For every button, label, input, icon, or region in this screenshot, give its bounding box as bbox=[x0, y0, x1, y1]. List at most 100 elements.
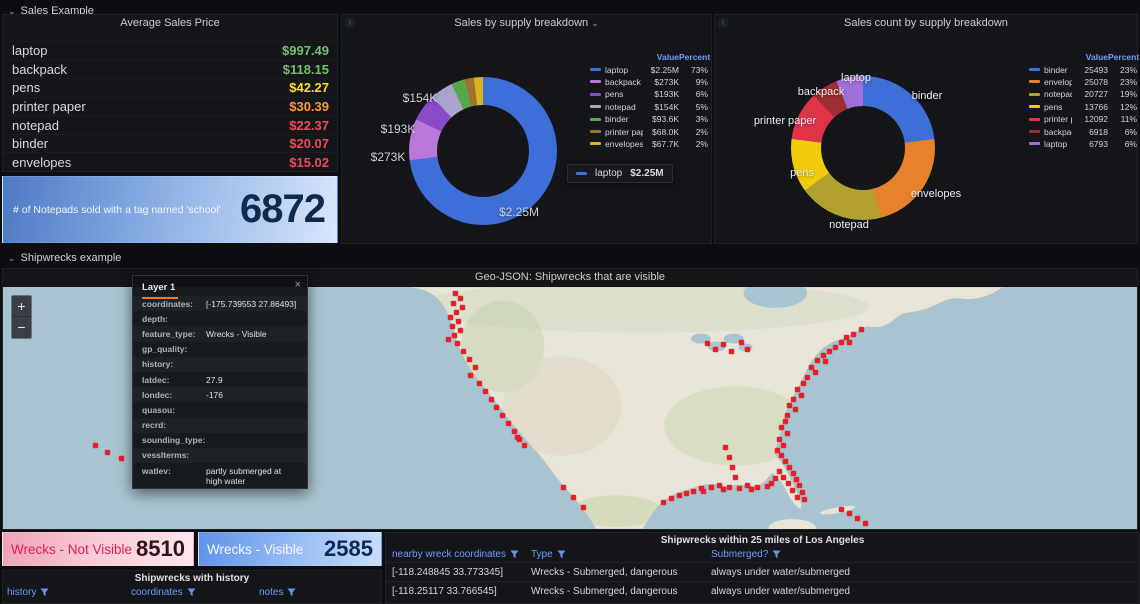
shipwreck-marker[interactable] bbox=[838, 506, 844, 512]
shipwreck-marker[interactable] bbox=[472, 364, 478, 370]
shipwreck-marker[interactable] bbox=[660, 499, 666, 505]
shipwreck-marker[interactable] bbox=[493, 404, 499, 410]
shipwreck-marker[interactable] bbox=[764, 483, 770, 489]
legend-row[interactable]: laptop 6793 6% bbox=[1029, 138, 1137, 150]
shipwreck-marker[interactable] bbox=[505, 420, 511, 426]
shipwreck-marker[interactable] bbox=[712, 346, 718, 352]
filter-icon[interactable] bbox=[187, 588, 196, 597]
legend-series-name[interactable]: pens bbox=[1029, 102, 1072, 112]
shipwreck-marker[interactable] bbox=[804, 374, 810, 380]
shipwreck-marker[interactable] bbox=[728, 348, 734, 354]
legend-series-name[interactable]: laptop bbox=[590, 65, 643, 75]
close-icon[interactable]: × bbox=[294, 279, 301, 291]
shipwreck-marker[interactable] bbox=[776, 468, 782, 474]
shipwreck-marker[interactable] bbox=[793, 476, 799, 482]
shipwreck-marker[interactable] bbox=[838, 339, 844, 345]
legend-row[interactable]: notepad $154K 5% bbox=[590, 101, 708, 113]
panel-title[interactable]: Sales by supply breakdown ⌄ bbox=[342, 15, 711, 32]
shipwreck-marker[interactable] bbox=[722, 444, 728, 450]
shipwreck-marker[interactable] bbox=[467, 372, 473, 378]
legend-row[interactable]: envelopes $67.7K 2% bbox=[590, 138, 708, 150]
shipwreck-marker[interactable] bbox=[744, 346, 750, 352]
shipwreck-marker[interactable] bbox=[850, 331, 856, 337]
shipwreck-marker[interactable] bbox=[754, 484, 760, 490]
shipwreck-marker[interactable] bbox=[782, 418, 788, 424]
shipwreck-marker[interactable] bbox=[814, 357, 820, 363]
filter-icon[interactable] bbox=[510, 550, 519, 559]
legend-series-name[interactable]: printer paper bbox=[1029, 114, 1072, 124]
row-header-shipwrecks[interactable]: ⌄ Shipwrecks example bbox=[8, 252, 121, 264]
shipwreck-marker[interactable] bbox=[726, 454, 732, 460]
shipwreck-marker[interactable] bbox=[482, 388, 488, 394]
shipwreck-marker[interactable] bbox=[466, 356, 472, 362]
shipwreck-marker[interactable] bbox=[858, 326, 864, 332]
panel-title[interactable]: Sales count by supply breakdown bbox=[715, 15, 1137, 32]
column-header[interactable]: notes bbox=[259, 587, 377, 598]
shipwreck-marker[interactable] bbox=[782, 458, 788, 464]
shipwreck-marker[interactable] bbox=[698, 485, 704, 491]
shipwreck-marker[interactable] bbox=[774, 447, 780, 453]
shipwreck-marker[interactable] bbox=[792, 406, 798, 412]
legend-series-name[interactable]: envelopes bbox=[590, 139, 643, 149]
shipwreck-marker[interactable] bbox=[854, 515, 860, 521]
legend-series-name[interactable]: laptop bbox=[1029, 139, 1072, 149]
tooltip-layer-tab[interactable]: Layer 1 bbox=[142, 282, 179, 299]
legend-row[interactable]: printer paper 12092 11% bbox=[1029, 113, 1137, 125]
shipwreck-marker[interactable] bbox=[799, 489, 805, 495]
shipwreck-marker[interactable] bbox=[455, 318, 461, 324]
legend-series-name[interactable]: notepad bbox=[1029, 89, 1072, 99]
column-header[interactable]: history bbox=[7, 587, 131, 598]
shipwreck-marker[interactable] bbox=[676, 492, 682, 498]
shipwreck-marker[interactable] bbox=[452, 290, 458, 296]
shipwreck-marker[interactable] bbox=[808, 364, 814, 370]
shipwreck-marker[interactable] bbox=[846, 339, 852, 345]
shipwreck-marker[interactable] bbox=[820, 352, 826, 358]
panel-title[interactable]: Geo-JSON: Shipwrecks that are visible bbox=[3, 269, 1137, 286]
shipwreck-marker[interactable] bbox=[716, 482, 722, 488]
shipwreck-marker[interactable] bbox=[729, 464, 735, 470]
legend-series-name[interactable]: binder bbox=[1029, 65, 1072, 75]
count-donut-chart[interactable] bbox=[791, 76, 935, 220]
shipwreck-marker[interactable] bbox=[778, 452, 784, 458]
shipwreck-marker[interactable] bbox=[780, 474, 786, 480]
shipwreck-marker[interactable] bbox=[794, 386, 800, 392]
shipwreck-marker[interactable] bbox=[826, 348, 832, 354]
zoom-in-button[interactable]: + bbox=[12, 296, 31, 317]
shipwreck-marker[interactable] bbox=[445, 336, 451, 342]
shipwreck-marker[interactable] bbox=[92, 442, 98, 448]
shipwreck-marker[interactable] bbox=[499, 412, 505, 418]
shipwreck-marker[interactable] bbox=[521, 442, 527, 448]
filter-icon[interactable] bbox=[557, 550, 566, 559]
shipwreck-marker[interactable] bbox=[459, 304, 465, 310]
shipwreck-marker[interactable] bbox=[118, 455, 124, 461]
shipwreck-marker[interactable] bbox=[786, 402, 792, 408]
shipwreck-marker[interactable] bbox=[784, 430, 790, 436]
shipwreck-marker[interactable] bbox=[862, 520, 868, 526]
shipwreck-marker[interactable] bbox=[720, 341, 726, 347]
shipwreck-marker[interactable] bbox=[738, 339, 744, 345]
shipwreck-marker[interactable] bbox=[460, 348, 466, 354]
legend-row[interactable]: binder 25493 23% bbox=[1029, 63, 1137, 75]
shipwreck-marker[interactable] bbox=[822, 358, 828, 364]
shipwreck-marker[interactable] bbox=[772, 475, 778, 481]
shipwreck-marker[interactable] bbox=[768, 480, 774, 486]
shipwreck-marker[interactable] bbox=[785, 480, 791, 486]
shipwreck-marker[interactable] bbox=[786, 464, 792, 470]
legend-row[interactable]: laptop $2.25M 73% bbox=[590, 63, 708, 75]
legend-row[interactable]: pens $193K 6% bbox=[590, 88, 708, 100]
panel-info-icon[interactable]: i bbox=[345, 18, 355, 28]
shipwreck-marker[interactable] bbox=[832, 344, 838, 350]
legend-row[interactable]: pens 13766 12% bbox=[1029, 101, 1137, 113]
zoom-out-button[interactable]: − bbox=[12, 317, 31, 338]
sales-donut-chart[interactable] bbox=[409, 77, 557, 225]
shipwreck-marker[interactable] bbox=[789, 487, 795, 493]
legend-row[interactable]: printer paper $68.0K 2% bbox=[590, 125, 708, 137]
filter-icon[interactable] bbox=[287, 588, 297, 597]
column-header[interactable]: Submerged? bbox=[711, 549, 1133, 560]
legend-series-name[interactable]: backpack bbox=[590, 77, 643, 87]
shipwreck-marker[interactable] bbox=[790, 470, 796, 476]
shipwreck-marker[interactable] bbox=[683, 490, 689, 496]
column-header[interactable]: Type bbox=[531, 549, 711, 560]
shipwreck-marker[interactable] bbox=[514, 434, 520, 440]
shipwreck-marker[interactable] bbox=[744, 482, 750, 488]
